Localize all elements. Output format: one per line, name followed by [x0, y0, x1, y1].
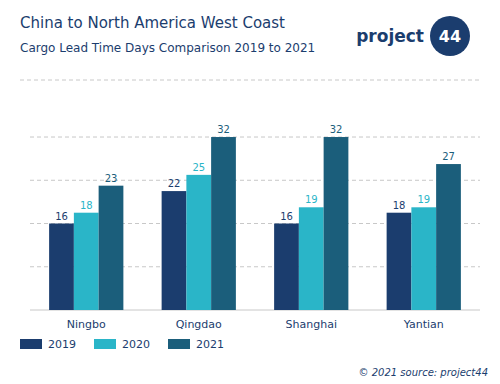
x-tick-label: Shanghai — [286, 318, 337, 331]
bar — [211, 137, 236, 310]
legend-label: 2019 — [48, 338, 76, 351]
logo-text: project — [356, 26, 424, 46]
bar — [162, 191, 187, 310]
data-label: 19 — [305, 194, 318, 205]
bar — [324, 137, 349, 310]
legend-swatch — [168, 339, 190, 349]
legend-swatch — [20, 339, 42, 349]
bar — [49, 224, 74, 310]
logo-number: 44 — [439, 27, 461, 46]
data-label: 16 — [280, 211, 293, 222]
separator — [20, 80, 480, 81]
legend-swatch — [94, 339, 116, 349]
bar — [299, 207, 324, 310]
data-label: 22 — [168, 178, 181, 189]
chart: China to North America West Coast Cargo L… — [0, 0, 500, 384]
data-label: 18 — [80, 200, 93, 211]
bar — [99, 186, 124, 310]
subtitle: Cargo Lead Time Days Comparison 2019 to … — [20, 41, 315, 55]
bar — [274, 224, 299, 310]
data-label: 16 — [55, 211, 68, 222]
bar — [436, 164, 461, 310]
data-label: 18 — [393, 200, 406, 211]
grid-line — [30, 137, 480, 138]
bar — [186, 175, 211, 310]
data-label: 27 — [442, 151, 455, 162]
data-label: 23 — [105, 173, 118, 184]
data-label: 32 — [217, 124, 230, 135]
grid-line — [30, 180, 480, 181]
data-label: 32 — [330, 124, 343, 135]
legend-label: 2021 — [196, 338, 224, 351]
x-tick-label: Qingdao — [176, 318, 222, 331]
logo-circle — [430, 16, 470, 56]
footer: © 2021 source: project44 — [359, 367, 488, 378]
x-tick-label: Yantian — [403, 318, 444, 331]
bar — [74, 213, 99, 310]
legend-label: 2020 — [122, 338, 150, 351]
bar — [387, 213, 412, 310]
x-tick-label: Ningbo — [67, 318, 106, 331]
data-labels: 16 22 16 18 18 25 19 19 23 32 32 27 — [55, 124, 455, 221]
data-label: 25 — [192, 162, 205, 173]
title: China to North America West Coast — [20, 14, 285, 32]
bars — [49, 137, 461, 310]
data-label: 19 — [417, 194, 430, 205]
bar — [411, 207, 436, 310]
